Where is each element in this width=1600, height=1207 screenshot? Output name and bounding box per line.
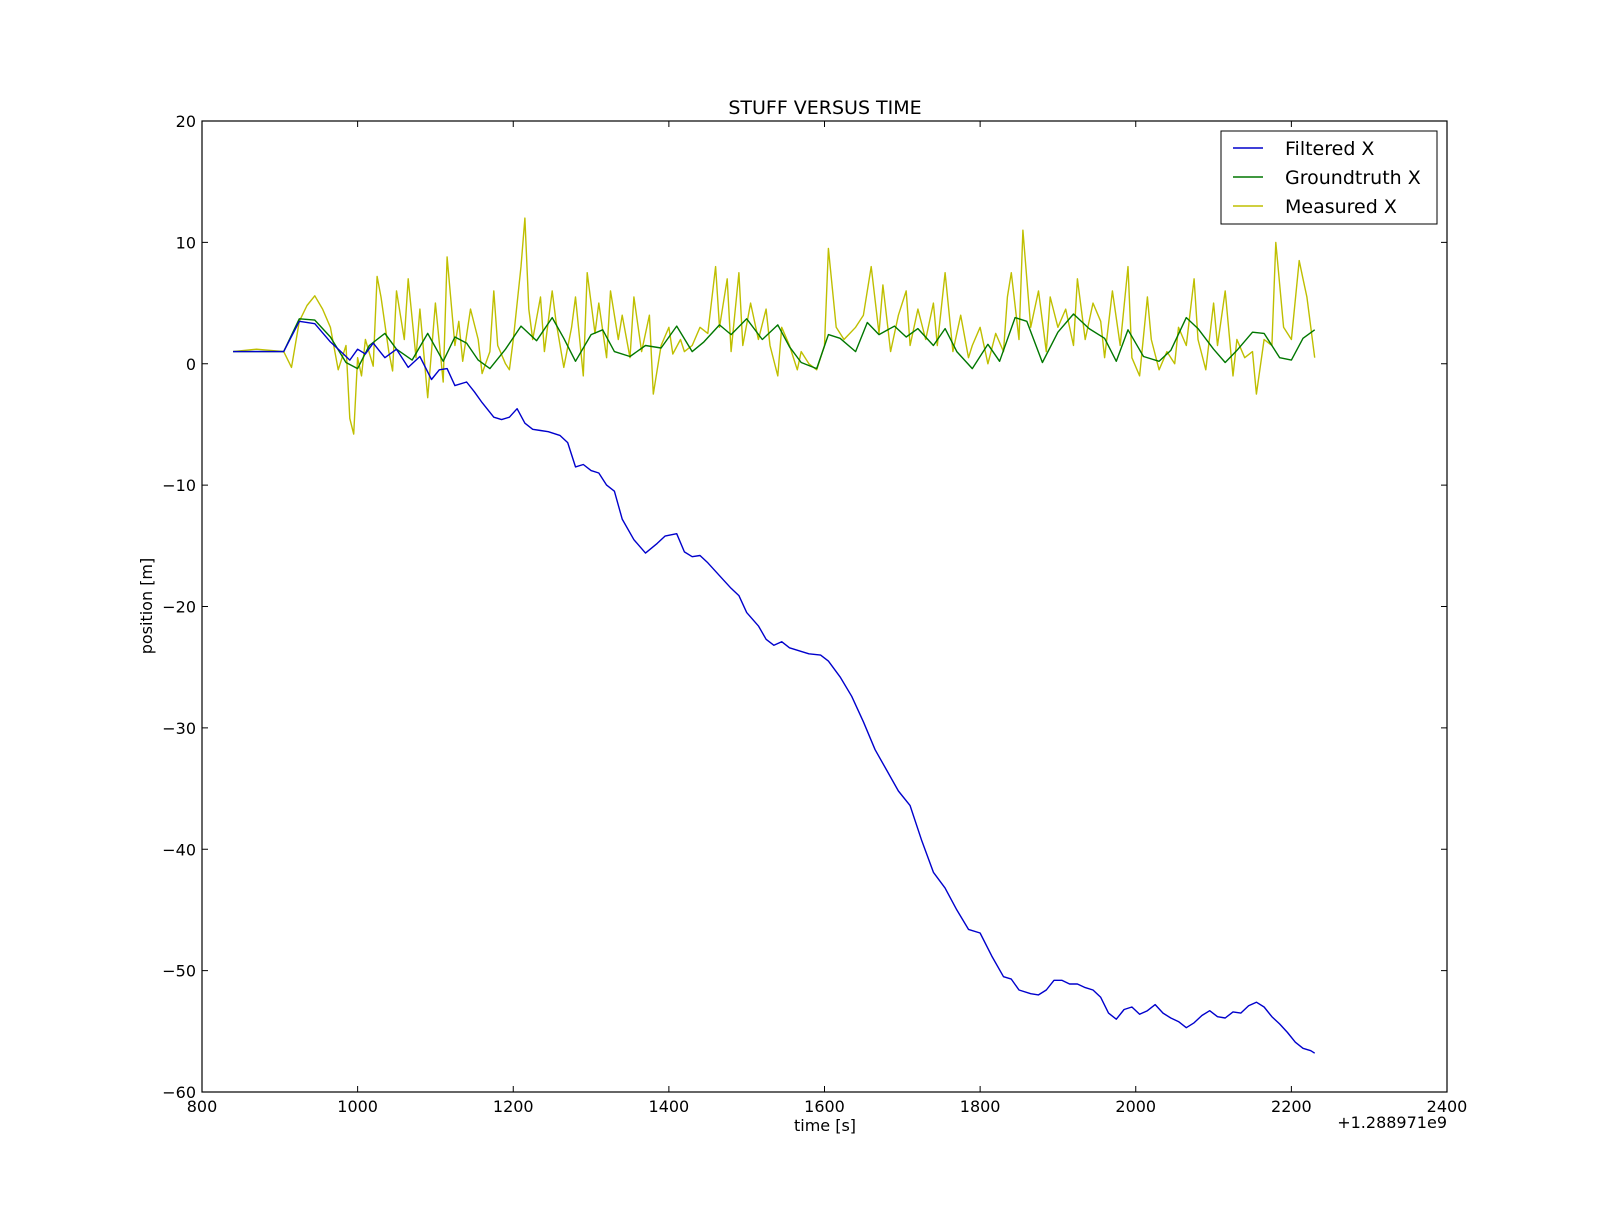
x-tick-label: 1000: [337, 1097, 378, 1116]
x-tick-label: 2200: [1271, 1097, 1312, 1116]
y-tick-label: 10: [176, 233, 196, 252]
legend: Filtered X Groundtruth X Measured X: [1220, 130, 1438, 225]
y-tick-label: 20: [176, 112, 196, 131]
x-tick-label: 1200: [493, 1097, 534, 1116]
x-tick-label: 1600: [804, 1097, 845, 1116]
legend-entry-label: Groundtruth X: [1285, 167, 1421, 189]
x-tick-label: 1400: [649, 1097, 690, 1116]
x-tick-label: 1800: [960, 1097, 1001, 1116]
x-axis-label: time [s]: [794, 1116, 856, 1135]
series-line-groundtruth-x: [233, 313, 1316, 370]
y-axis-label: position [m]: [137, 558, 156, 655]
series-line-measured-x: [233, 217, 1316, 435]
y-tick-label: −10: [162, 476, 196, 495]
x-tick-label: 2400: [1427, 1097, 1468, 1116]
y-tick-label: −30: [162, 719, 196, 738]
y-tick-label: −40: [162, 840, 196, 859]
series-line-filtered-x: [233, 320, 1316, 1054]
axes-frame: [201, 120, 1448, 1093]
y-axis: 20 10 0 −10 −20 −30 −40 −50 −60: [162, 112, 1447, 1102]
y-tick-label: −20: [162, 598, 196, 617]
x-tick-label: 2000: [1115, 1097, 1156, 1116]
legend-entry-label: Filtered X: [1285, 138, 1374, 160]
legend-entry-label: Measured X: [1285, 196, 1397, 218]
y-tick-label: −50: [162, 962, 196, 981]
plot-area: [233, 217, 1316, 1054]
x-tick-label: 800: [187, 1097, 218, 1116]
x-axis: 800 1000 1200 1400 1600 1800 2000 2200 2400: [187, 121, 1468, 1116]
y-tick-label: 0: [186, 355, 196, 374]
chart-title: STUFF VERSUS TIME: [728, 97, 921, 119]
x-offset-label: +1.288971e9: [1337, 1113, 1447, 1132]
y-tick-label: −60: [162, 1083, 196, 1102]
